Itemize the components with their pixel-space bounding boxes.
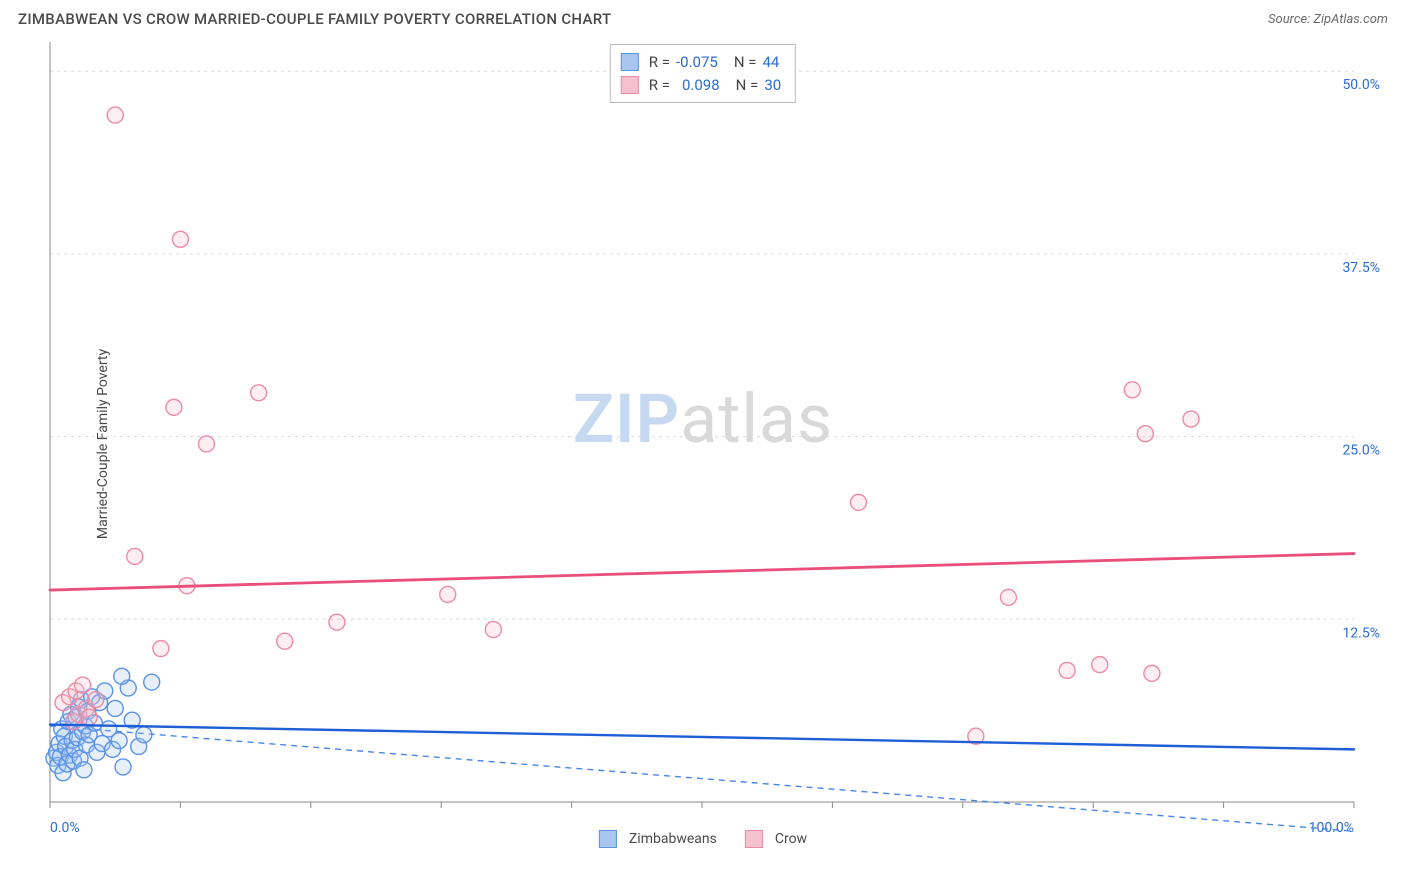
stat-n-label: N = (734, 51, 757, 74)
svg-text:25.0%: 25.0% (1342, 443, 1380, 459)
legend-label-crow: Crow (775, 831, 807, 847)
statistics-legend: R = -0.075 N = 44 R = 0.098 N = 30 (610, 44, 796, 103)
legend-swatch-zimbabweans (599, 830, 617, 848)
stat-r-label: R = (649, 74, 670, 97)
chart-title: ZIMBABWEAN VS CROW MARRIED-COUPLE FAMILY… (18, 10, 611, 28)
legend-swatch-crow (745, 830, 763, 848)
svg-text:50.0%: 50.0% (1342, 77, 1380, 93)
swatch-zimbabweans (621, 53, 639, 71)
stat-r-value-zimbabweans: -0.075 (676, 51, 718, 74)
stat-n-label: N = (736, 74, 759, 97)
series-legend: Zimbabweans Crow (599, 830, 807, 848)
legend-item-crow: Crow (745, 830, 807, 848)
stat-row-zimbabweans: R = -0.075 N = 44 (621, 51, 781, 74)
legend-item-zimbabweans: Zimbabweans (599, 830, 717, 848)
scatter-chart: 12.5%25.0%37.5%50.0%0.0%100.0% (42, 34, 1382, 854)
svg-text:12.5%: 12.5% (1342, 625, 1380, 641)
swatch-crow (621, 76, 639, 94)
chart-container: Married-Couple Family Poverty 12.5%25.0%… (0, 34, 1406, 854)
stat-n-value-crow: 30 (764, 74, 781, 97)
svg-text:37.5%: 37.5% (1342, 260, 1380, 276)
source-attribution: Source: ZipAtlas.com (1268, 12, 1388, 27)
stat-row-crow: R = 0.098 N = 30 (621, 74, 781, 97)
svg-text:0.0%: 0.0% (50, 820, 80, 836)
legend-label-zimbabweans: Zimbabweans (629, 831, 717, 847)
stat-r-value-crow: 0.098 (682, 74, 720, 97)
stat-n-value-zimbabweans: 44 (762, 51, 779, 74)
stat-r-label: R = (649, 51, 670, 74)
